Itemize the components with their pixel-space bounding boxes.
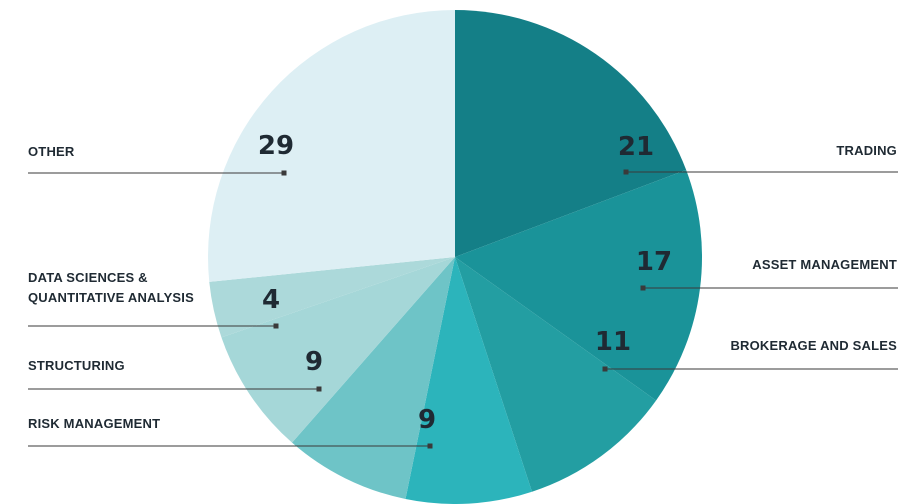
value-label-risk-management: 9 <box>418 405 436 435</box>
leader-dot-trading <box>623 169 629 175</box>
leader-lines <box>28 169 898 449</box>
value-label-data-sciences-and-quantitative-analysis: 4 <box>262 285 280 315</box>
category-label-trading: TRADING <box>836 143 897 158</box>
leader-dot-data-sciences-and-quantitative-analysis <box>273 323 279 329</box>
category-label-data-sciences-and-quantitative-analysis: DATA SCIENCES & QUANTITATIVE ANALYSIS <box>28 270 194 305</box>
value-label-brokerage-and-sales: 11 <box>595 327 631 357</box>
leader-dot-brokerage-and-sales <box>602 366 608 372</box>
category-label-asset-management: ASSET MANAGEMENT <box>752 257 897 272</box>
leader-dot-risk-management <box>427 443 433 449</box>
slice-data-sciences-and-quantitative-analysis <box>209 257 455 338</box>
leader-dot-asset-management <box>640 285 646 291</box>
leader-dot-other <box>281 170 287 176</box>
slice-risk-management <box>292 257 455 499</box>
slice-unlabeled-3 <box>405 257 532 504</box>
category-label-structuring: STRUCTURING <box>28 358 125 373</box>
slice-structuring <box>221 257 455 443</box>
category-label-risk-management: RISK MANAGEMENT <box>28 416 160 431</box>
value-label-structuring: 9 <box>305 347 323 377</box>
leader-dot-structuring <box>316 386 322 392</box>
pie-slices <box>208 10 703 504</box>
value-label-trading: 21 <box>618 132 654 162</box>
slice-values: 21 17 11 9 9 4 29 <box>258 131 672 435</box>
category-label-other: OTHER <box>28 144 75 159</box>
slice-trading <box>455 10 687 257</box>
slice-brokerage-and-sales <box>455 257 657 492</box>
category-label-brokerage-and-sales: BROKERAGE AND SALES <box>730 338 897 353</box>
slice-asset-management <box>455 169 703 401</box>
value-label-asset-management: 17 <box>636 247 672 277</box>
category-labels: TRADING ASSET MANAGEMENT BROKERAGE AND SAL… <box>28 143 897 431</box>
value-label-other: 29 <box>258 131 294 161</box>
slice-other <box>208 10 455 282</box>
